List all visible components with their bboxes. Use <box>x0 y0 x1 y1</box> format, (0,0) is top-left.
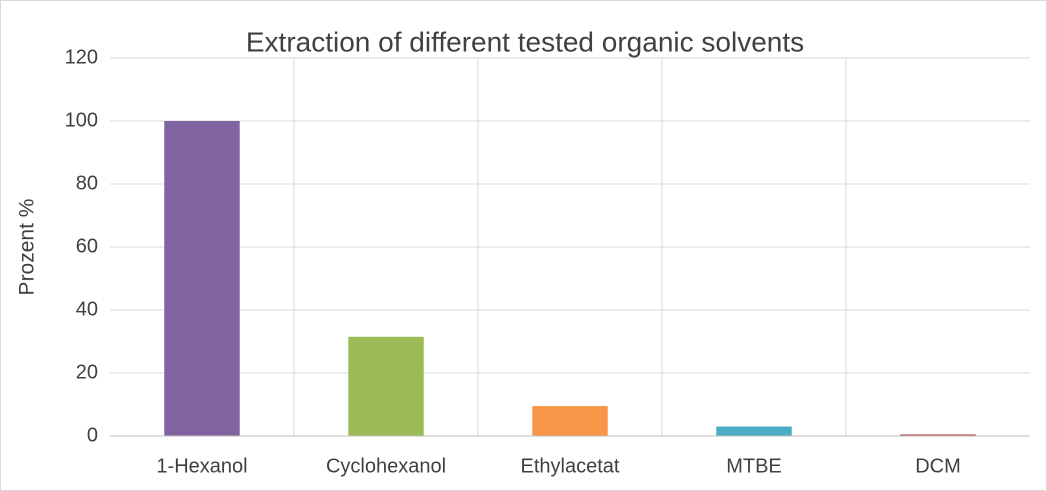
bar <box>716 426 792 436</box>
chart-title: Extraction of different tested organic s… <box>246 26 804 57</box>
y-tick-label: 120 <box>65 46 98 68</box>
y-tick-label: 40 <box>76 298 98 320</box>
x-tick-label: DCM <box>915 455 961 477</box>
y-tick-label: 0 <box>87 424 98 446</box>
y-tick-label: 80 <box>76 172 98 194</box>
bar <box>900 434 976 436</box>
y-tick-label: 20 <box>76 361 98 383</box>
bar <box>164 121 240 436</box>
y-tick-label: 100 <box>65 109 98 131</box>
x-tick-label: Cyclohexanol <box>326 455 446 477</box>
x-tick-label: MTBE <box>726 455 782 477</box>
bar <box>348 336 424 436</box>
y-tick-label: 60 <box>76 235 98 257</box>
y-axis-label: Prozent % <box>16 199 39 296</box>
bar <box>532 406 608 436</box>
x-tick-label: 1-Hexanol <box>156 455 247 477</box>
x-tick-label: Ethylacetat <box>521 455 620 477</box>
